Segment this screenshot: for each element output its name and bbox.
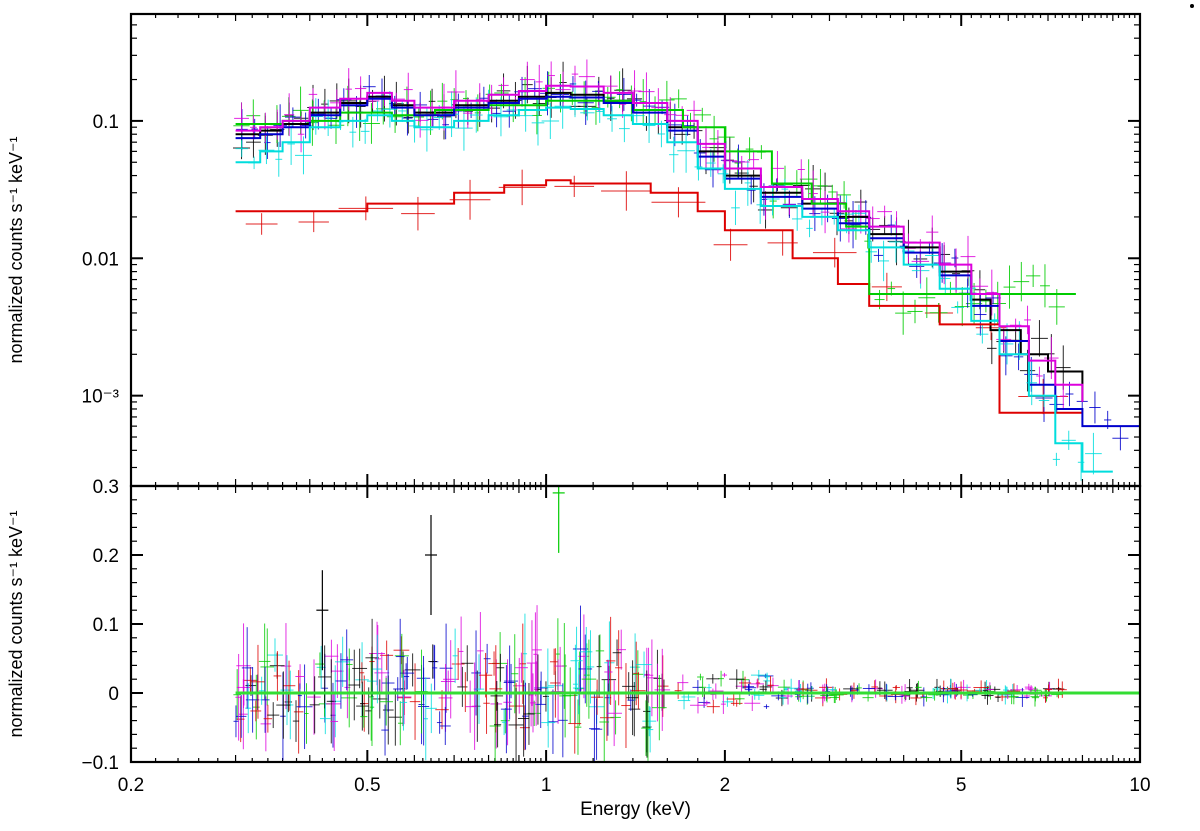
x-tick-label: 5 [956,775,967,796]
model-step-red [235,179,1083,414]
corner-dot [1190,4,1194,8]
model-step-black [235,91,1084,402]
bottom-y-tick-label: −0.1 [81,753,119,774]
bottom-y-tick-label: 0.3 [93,477,119,498]
bottom-y-axis-title: normalized counts s⁻¹ keV⁻¹ [6,510,26,737]
top-y-tick-label: 0.1 [93,112,119,133]
model-step-cyan [235,106,1113,473]
x-tick-label: 2 [720,775,731,796]
x-axis-title: Energy (keV) [580,799,691,820]
bottom-y-tick-label: 0.1 [93,615,119,636]
model-step-blue [235,95,1140,428]
top-y-axis-title: normalized counts s⁻¹ keV⁻¹ [6,136,26,363]
bottom-y-tick-label: 0.2 [93,546,119,567]
x-tick-label: 0.5 [354,775,380,796]
x-tick-label: 1 [541,775,552,796]
residual-points [233,486,1067,762]
bottom-y-tick-label: 0 [108,684,119,705]
top-y-tick-label: 10⁻³ [82,387,120,408]
x-tick-label: 0.2 [118,775,144,796]
top-panel-frame [129,12,1142,488]
top-y-tick-label: 0.01 [82,249,119,270]
model-step-magenta [235,84,1084,402]
x-tick-label: 10 [1129,775,1150,796]
top-data-points [233,59,1129,481]
bottom-panel-frame [129,484,1142,764]
